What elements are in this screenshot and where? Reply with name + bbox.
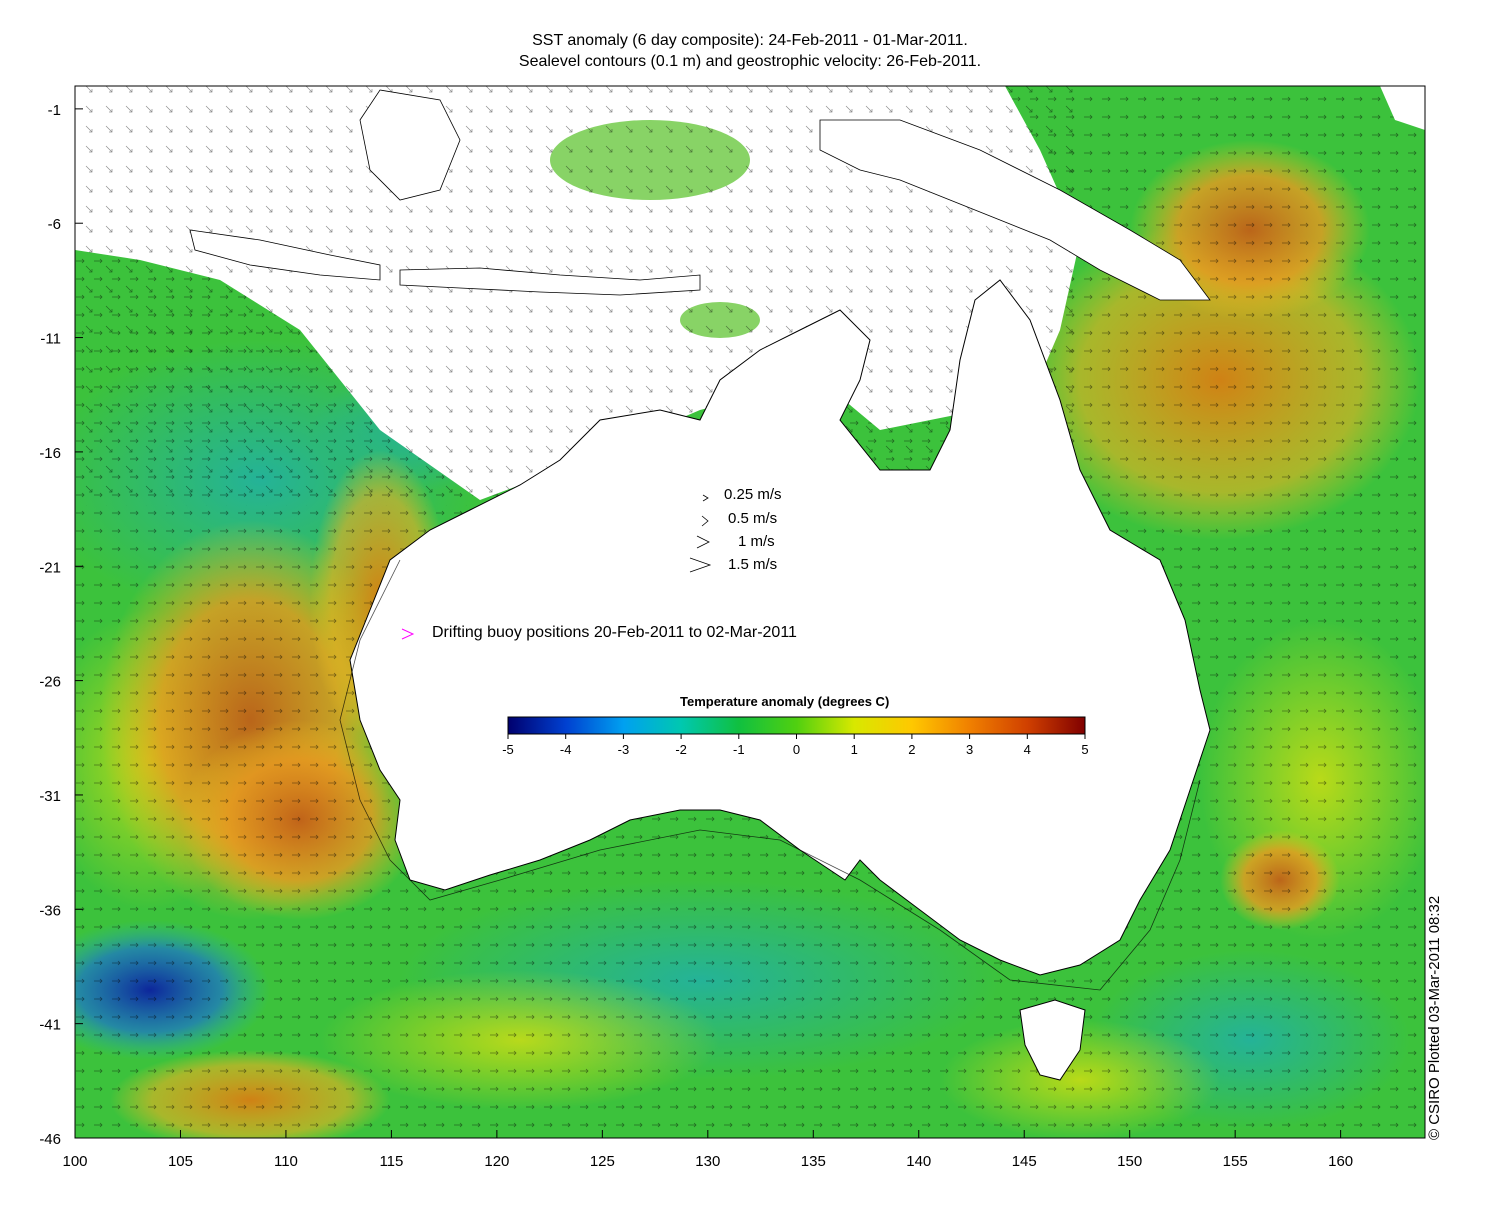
colorbar-tick-label: 3 xyxy=(966,742,973,757)
velocity-legend-label-05: 0.5 m/s xyxy=(728,510,778,527)
x-tick-label: 115 xyxy=(379,1153,403,1170)
colorbar-title: Temperature anomaly (degrees C) xyxy=(680,694,890,709)
colorbar-tick-label: -3 xyxy=(618,742,630,757)
y-tick-label: -16 xyxy=(39,445,61,462)
x-tick-label: 135 xyxy=(801,1153,826,1170)
velocity-arrow-1 xyxy=(696,535,710,549)
buoy-legend-symbol xyxy=(401,628,415,640)
colorbar-gradient xyxy=(507,716,1086,735)
colorbar-tick-label: -2 xyxy=(675,742,687,757)
x-tick-label: 160 xyxy=(1328,1153,1353,1170)
velocity-arrow-15 xyxy=(689,557,712,573)
plot-frame xyxy=(74,85,1426,1139)
x-tick-label: 100 xyxy=(62,1153,87,1170)
sst-field xyxy=(75,86,1425,1138)
colorbar-tick-label: 4 xyxy=(1024,742,1031,757)
colorbar-tick-label: -5 xyxy=(502,742,514,757)
australia-landmass xyxy=(349,279,1211,976)
y-axis: -1 -6 -11 -16 -21 -26 -31 -36 -41 -46 xyxy=(39,102,83,1148)
borneo xyxy=(359,89,461,201)
x-tick-label: 145 xyxy=(1012,1153,1037,1170)
y-tick-label: -1 xyxy=(48,102,61,119)
velocity-legend xyxy=(689,494,712,573)
y-tick-label: -6 xyxy=(48,216,61,233)
y-tick-label: -46 xyxy=(39,1131,61,1148)
map-title-line1: SST anomaly (6 day composite): 24-Feb-20… xyxy=(532,32,968,49)
map-title-line2: Sealevel contours (0.1 m) and geostrophi… xyxy=(518,53,982,70)
x-tick-label: 105 xyxy=(168,1153,193,1170)
colorbar-tick-label: 2 xyxy=(908,742,915,757)
y-tick-label: -21 xyxy=(39,559,61,576)
tasmania xyxy=(1019,999,1086,1081)
y-tick-label: -31 xyxy=(39,788,61,805)
x-tick-label: 155 xyxy=(1223,1153,1248,1170)
x-tick-label: 110 xyxy=(274,1153,298,1170)
colorbar-tick-label: 0 xyxy=(793,742,800,757)
y-tick-label: -26 xyxy=(39,674,61,691)
velocity-legend-label-1: 1 m/s xyxy=(738,533,775,550)
velocity-legend-label-15: 1.5 m/s xyxy=(728,556,778,573)
x-tick-label: 120 xyxy=(484,1153,509,1170)
colorbar-tick-label: -4 xyxy=(560,742,572,757)
shelf-contour xyxy=(339,559,1201,991)
y-tick-label: -36 xyxy=(39,902,61,919)
colorbar-tick-label: 5 xyxy=(1081,742,1088,757)
velocity-arrow-05 xyxy=(701,515,709,527)
x-tick-label: 140 xyxy=(906,1153,931,1170)
velocity-legend-label-025: 0.25 m/s xyxy=(724,486,782,503)
credit-text: © CSIRO Plotted 03-Mar-2011 08:32 xyxy=(1426,895,1443,1140)
java-island xyxy=(189,229,381,281)
x-axis: 100 105 110 115 120 125 130 135 140 145 150 155 160 xyxy=(62,1130,1353,1170)
lesser-sunda-islands xyxy=(399,267,701,296)
y-tick-label: -11 xyxy=(40,331,61,348)
x-tick-label: 150 xyxy=(1117,1153,1142,1170)
x-tick-label: 125 xyxy=(590,1153,615,1170)
colorbar-tick-label: -1 xyxy=(733,742,745,757)
no-data-ne xyxy=(1380,86,1425,130)
velocity-arrow-025 xyxy=(702,494,709,502)
colorbar: -5 -4 -3 -2 -1 0 1 2 3 4 5 xyxy=(502,716,1089,757)
buoy-legend-label: Drifting buoy positions 20-Feb-2011 to 0… xyxy=(432,624,797,641)
new-guinea xyxy=(819,119,1211,301)
x-tick-label: 130 xyxy=(695,1153,720,1170)
colorbar-tick-label: 1 xyxy=(851,742,858,757)
y-tick-label: -41 xyxy=(39,1017,61,1034)
